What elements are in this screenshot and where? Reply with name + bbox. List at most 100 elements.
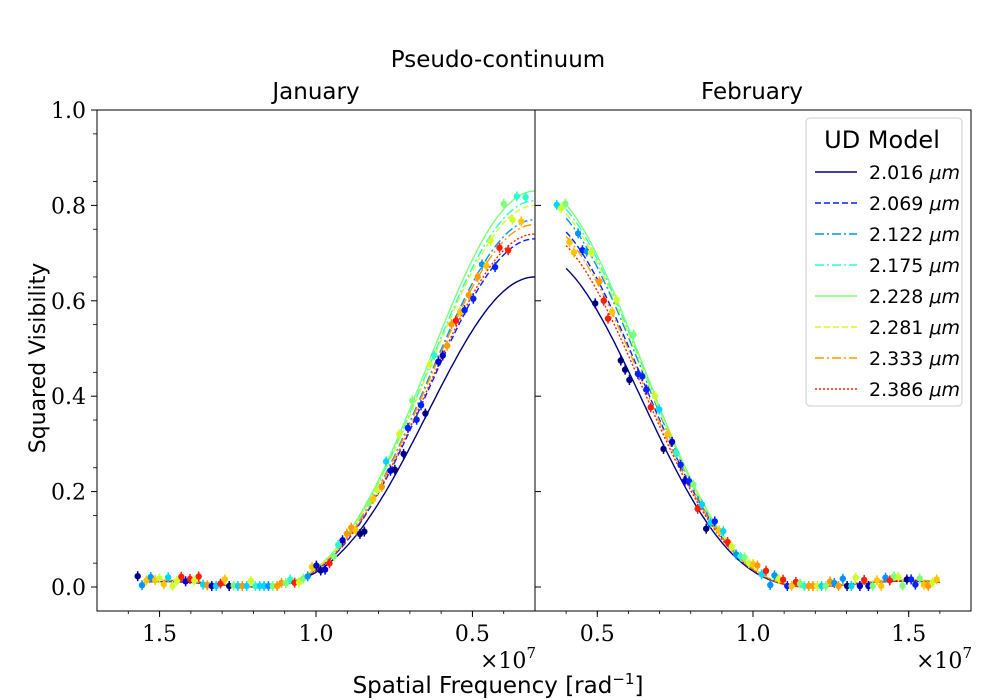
model-curve-january-2.069 bbox=[147, 238, 536, 588]
data-point bbox=[596, 278, 603, 285]
data-point bbox=[282, 580, 290, 587]
data-point bbox=[694, 505, 701, 513]
legend-label-2.122: 2.122 μm bbox=[869, 224, 960, 246]
data-point bbox=[698, 501, 706, 508]
data-point bbox=[720, 528, 727, 535]
data-point bbox=[690, 481, 697, 488]
data-point bbox=[617, 357, 624, 364]
data-point bbox=[861, 576, 868, 584]
data-point bbox=[562, 200, 569, 207]
data-point bbox=[369, 496, 377, 503]
x-tick-label-february-0: 0.5 bbox=[580, 622, 615, 647]
data-point bbox=[474, 273, 481, 281]
data-point bbox=[417, 402, 425, 409]
data-point bbox=[600, 297, 607, 304]
model-curve-january-2.228 bbox=[147, 190, 536, 588]
data-point bbox=[221, 576, 228, 583]
data-point bbox=[169, 582, 176, 590]
legend-label-2.069: 2.069 μm bbox=[869, 193, 960, 215]
data-point bbox=[295, 579, 303, 586]
data-point bbox=[505, 247, 512, 254]
chart-title: Pseudo-continuum bbox=[391, 47, 605, 73]
data-point bbox=[465, 291, 473, 299]
panel-january: January 1.5 1.0 0.5 bbox=[96, 79, 536, 647]
data-point bbox=[592, 300, 599, 307]
legend-label-2.175: 2.175 μm bbox=[869, 255, 960, 277]
data-point bbox=[382, 458, 390, 465]
data-point bbox=[500, 200, 507, 207]
y-tick-label-4: 0.8 bbox=[51, 194, 86, 219]
x-tick-label-january-1: 1.0 bbox=[299, 622, 334, 647]
y-tick-label-5: 1.0 bbox=[51, 99, 86, 124]
data-point bbox=[822, 582, 829, 590]
data-point bbox=[522, 194, 529, 201]
data-point bbox=[165, 574, 172, 581]
data-point bbox=[895, 573, 902, 581]
data-point bbox=[907, 576, 915, 583]
data-point bbox=[326, 560, 333, 567]
data-point bbox=[613, 296, 620, 303]
data-point bbox=[313, 562, 320, 569]
data-point bbox=[518, 218, 525, 225]
data-point bbox=[287, 576, 294, 583]
data-point bbox=[339, 537, 346, 544]
data-point bbox=[557, 205, 565, 212]
data-point bbox=[604, 315, 612, 322]
data-point bbox=[570, 249, 578, 256]
legend-title: UD Model bbox=[824, 126, 940, 154]
data-point bbox=[243, 582, 250, 590]
legend-frame bbox=[805, 117, 963, 407]
x-axis-label: Spatial Frequency [rad−1] bbox=[353, 670, 644, 699]
data-point bbox=[513, 193, 521, 200]
data-point bbox=[134, 573, 141, 580]
data-point bbox=[711, 518, 718, 525]
data-point bbox=[491, 263, 499, 271]
data-point bbox=[217, 580, 224, 587]
panel-february: February 0.5 1.0 1.5 bbox=[534, 79, 972, 647]
data-point bbox=[361, 528, 368, 535]
data-point bbox=[673, 449, 680, 456]
data-point bbox=[788, 582, 795, 590]
data-point bbox=[758, 571, 765, 578]
panel-title-january: January bbox=[270, 79, 359, 105]
data-point bbox=[574, 230, 582, 237]
data-point bbox=[639, 373, 646, 380]
x-tick-label-february-1: 1.0 bbox=[736, 622, 771, 647]
data-point bbox=[452, 317, 460, 324]
legend-label-2.281: 2.281 μm bbox=[869, 317, 960, 339]
model-curve-january-2.386 bbox=[147, 233, 536, 588]
data-point bbox=[703, 525, 710, 532]
model-curve-january-2.175 bbox=[147, 199, 536, 588]
y-tick-label-3: 0.6 bbox=[51, 290, 86, 315]
data-point bbox=[173, 577, 181, 585]
data-point bbox=[762, 567, 770, 574]
data-point bbox=[886, 577, 893, 584]
data-point bbox=[461, 306, 468, 314]
data-point bbox=[343, 530, 351, 537]
data-point bbox=[143, 577, 150, 584]
data-point bbox=[138, 582, 146, 589]
data-point bbox=[265, 582, 272, 590]
y-axis-label: Squared Visibility bbox=[26, 263, 51, 454]
data-point bbox=[869, 582, 876, 590]
data-point bbox=[873, 577, 881, 584]
legend: UD Model 2.016 μm 2.069 μm 2.122 μm 2.175 μ… bbox=[805, 117, 963, 407]
data-point bbox=[779, 576, 787, 583]
data-point bbox=[587, 249, 595, 256]
x-multiplier-left: ×107 bbox=[480, 644, 536, 674]
panel-title-february: February bbox=[701, 79, 803, 105]
data-point bbox=[647, 404, 654, 411]
data-point bbox=[435, 358, 442, 365]
legend-label-2.386: 2.386 μm bbox=[869, 379, 960, 401]
data-point bbox=[771, 572, 778, 579]
data-point bbox=[925, 582, 932, 590]
data-point bbox=[496, 244, 503, 251]
data-point bbox=[330, 553, 337, 560]
data-point bbox=[448, 321, 455, 328]
data-point bbox=[269, 582, 276, 590]
data-point bbox=[234, 582, 242, 590]
data-point bbox=[724, 538, 731, 546]
data-point bbox=[335, 541, 342, 549]
model-curve-february-2.175 bbox=[565, 208, 940, 588]
data-point bbox=[754, 562, 761, 569]
